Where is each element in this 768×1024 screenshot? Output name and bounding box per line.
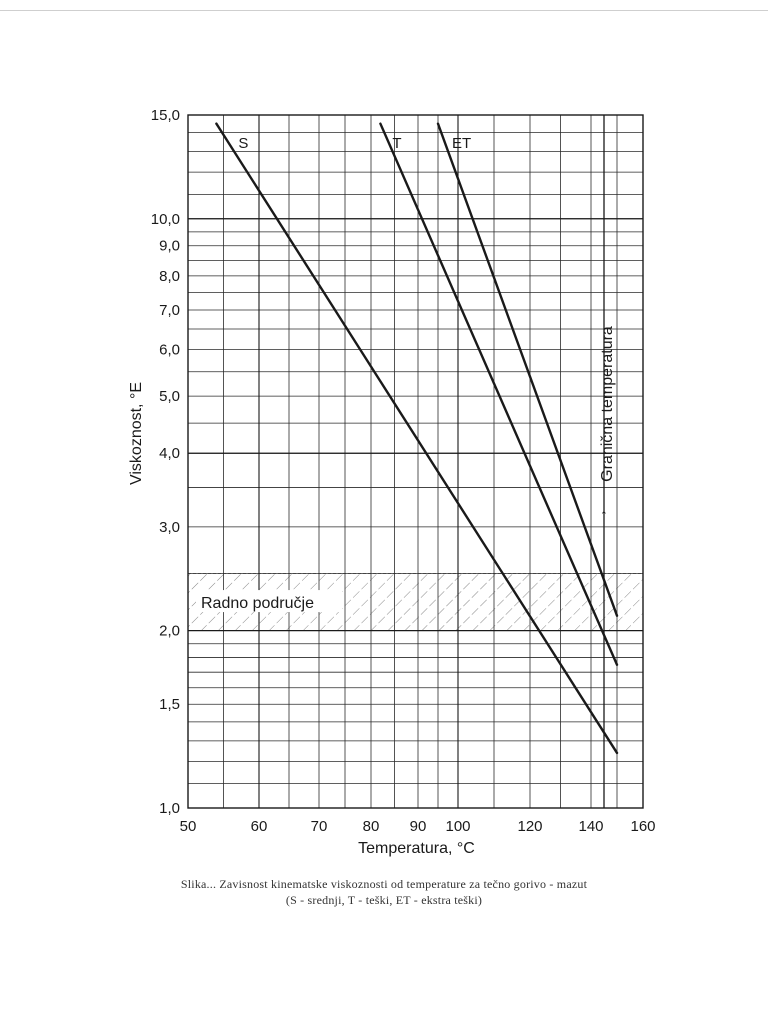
y-tick-label: 1,5 <box>159 696 180 713</box>
limit-temperature-label: Granična temperatura <box>599 326 616 482</box>
x-tick-label: 50 <box>180 818 197 835</box>
x-tick-label: 140 <box>578 818 603 835</box>
x-tick-label: 80 <box>363 818 380 835</box>
x-tick-label: 100 <box>445 818 470 835</box>
series-line-et <box>436 122 619 617</box>
y-tick-label: 8,0 <box>159 268 180 285</box>
x-axis-title: Temperatura, °C <box>358 840 475 857</box>
series-line-s <box>215 122 619 755</box>
series-label-s: S <box>238 135 248 152</box>
working-range-label: Radno područje <box>201 595 314 612</box>
series-line-t <box>379 122 619 666</box>
y-tick-label: 4,0 <box>159 445 180 462</box>
x-tick-label: 70 <box>311 818 328 835</box>
plot-frame <box>187 114 644 809</box>
series-label-et: ET <box>452 135 471 152</box>
y-tick-label: 10,0 <box>151 211 180 228</box>
y-tick-label: 9,0 <box>159 238 180 255</box>
x-tick-label: 120 <box>517 818 542 835</box>
x-tick-label: 60 <box>251 818 268 835</box>
figure-caption-line-1: Slika... Zavisnost kinematske viskoznost… <box>180 877 588 891</box>
y-tick-label: 1,0 <box>159 800 180 817</box>
x-tick-label: 90 <box>410 818 427 835</box>
series-label-t: T <box>392 135 401 152</box>
viscosity-chart: S T ET 1,0 1,5 2,0 3,0 4,0 5,0 6,0 7,0 8,0 9,0 10,0 15… <box>128 107 656 857</box>
x-tick-label: 160 <box>630 818 655 835</box>
y-tick-label: 2,0 <box>159 623 180 640</box>
y-tick-label: 6,0 <box>159 341 180 358</box>
y-tick-label: 3,0 <box>159 519 180 536</box>
scan-edge-line <box>0 0 768 11</box>
figure-caption-line-2: (S - srednji, T - teški, ET - ekstra teš… <box>285 893 483 907</box>
y-axis-title: Viskoznost, °E <box>128 382 145 485</box>
y-tick-label: 15,0 <box>151 107 180 124</box>
working-range-label-bg <box>196 590 342 613</box>
y-tick-label: 7,0 <box>159 302 180 319</box>
limit-arrow-icon: ↑ <box>600 507 608 524</box>
y-tick-label: 5,0 <box>159 388 180 405</box>
